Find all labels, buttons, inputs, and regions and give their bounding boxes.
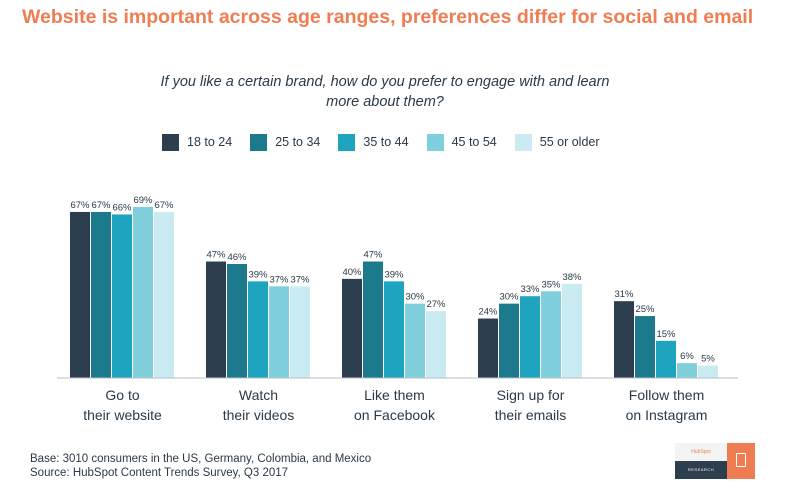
bar-value-label: 30% [499, 292, 519, 303]
category-label: Sign up for [497, 387, 565, 403]
legend-item-35-44: 35 to 44 [338, 133, 409, 151]
bar [70, 211, 90, 378]
bar [363, 261, 383, 378]
logo-left-panel: HubSpot RESEARCH [675, 443, 727, 479]
chart-subtitle: If you like a certain brand, how do you … [160, 74, 610, 110]
bar-value-label: 67% [91, 200, 111, 211]
legend-swatch [250, 133, 268, 151]
bar [133, 207, 153, 378]
bar [541, 291, 561, 378]
legend-swatch [338, 133, 356, 151]
bar [656, 340, 676, 378]
bar-value-label: 47% [206, 250, 226, 261]
bar-value-label: 5% [701, 354, 715, 365]
bar [405, 303, 425, 378]
category-label: their videos [223, 407, 295, 423]
bar [112, 214, 132, 378]
bar [342, 278, 362, 378]
legend-swatch [426, 133, 444, 151]
bar [677, 363, 697, 378]
bar-value-label: 37% [269, 274, 289, 285]
bar [520, 296, 540, 378]
bar-value-label: 47% [363, 250, 383, 261]
hubspot-research-logo: HubSpot RESEARCH [675, 443, 755, 479]
logo-tag: RESEARCH [675, 461, 727, 479]
bar [206, 261, 226, 378]
logo-right-panel [727, 443, 755, 479]
legend-label: 55 or older [539, 135, 600, 149]
bar-value-label: 33% [520, 284, 540, 295]
category-label: on Facebook [354, 407, 436, 423]
bar-value-label: 46% [227, 252, 247, 263]
bar-value-label: 15% [656, 329, 676, 340]
legend-item-18-24: 18 to 24 [162, 133, 233, 151]
footnote-base: Base: 3010 consumers in the US, Germany,… [30, 453, 372, 465]
bar [91, 211, 111, 378]
legend-swatch [162, 133, 179, 151]
bar [562, 283, 582, 378]
bar-value-label: 35% [541, 279, 561, 290]
bar [478, 318, 498, 378]
bar [499, 303, 519, 378]
footnote: Base: 3010 consumers in the US, Germany,… [30, 452, 371, 480]
chart-title: Website is important across age ranges, … [22, 6, 754, 28]
legend: 18 to 24 25 to 34 35 to 44 45 to 54 55 o… [162, 132, 682, 152]
bar-value-label: 40% [342, 267, 362, 278]
bar-value-label: 69% [133, 195, 153, 206]
bar-value-label: 37% [290, 274, 310, 285]
legend-item-55-older: 55 or older [514, 133, 600, 151]
bar [154, 211, 174, 378]
legend-item-25-34: 25 to 34 [250, 133, 321, 151]
category-label: their website [83, 407, 162, 423]
bar-value-label: 67% [154, 200, 174, 211]
legend-label: 45 to 54 [451, 135, 497, 149]
category-label: Like them [364, 387, 425, 403]
bar [227, 264, 247, 378]
category-label: their emails [495, 407, 567, 423]
bar-value-label: 27% [426, 299, 446, 310]
bar [635, 316, 655, 378]
legend-label: 18 to 24 [187, 135, 233, 149]
category-label: Follow them [629, 387, 704, 403]
bar-value-label: 24% [478, 307, 498, 318]
bar-value-label: 67% [70, 200, 90, 211]
bar [614, 301, 634, 378]
category-label: Watch [239, 387, 278, 403]
bar-value-label: 30% [405, 292, 425, 303]
bar [426, 311, 446, 378]
logo-brand: HubSpot [691, 449, 711, 455]
bar-value-label: 6% [680, 351, 694, 362]
bar [290, 286, 310, 378]
bar-value-label: 25% [635, 304, 655, 315]
bar-value-label: 39% [248, 269, 268, 280]
bar [384, 281, 404, 378]
bar-value-label: 31% [614, 289, 634, 300]
bar-value-label: 66% [112, 202, 132, 213]
legend-item-45-54: 45 to 54 [426, 133, 497, 151]
bar [269, 286, 289, 378]
bar-value-label: 38% [562, 272, 582, 283]
footnote-source: Source: HubSpot Content Trends Survey, Q… [30, 467, 289, 479]
category-label: Go to [105, 387, 139, 403]
legend-label: 35 to 44 [363, 135, 409, 149]
document-icon [736, 453, 746, 467]
bar [248, 281, 268, 378]
category-label: on Instagram [626, 407, 708, 423]
bar [698, 365, 718, 378]
bar-value-label: 39% [384, 269, 404, 280]
legend-label: 25 to 34 [275, 135, 321, 149]
legend-swatch [514, 133, 532, 151]
